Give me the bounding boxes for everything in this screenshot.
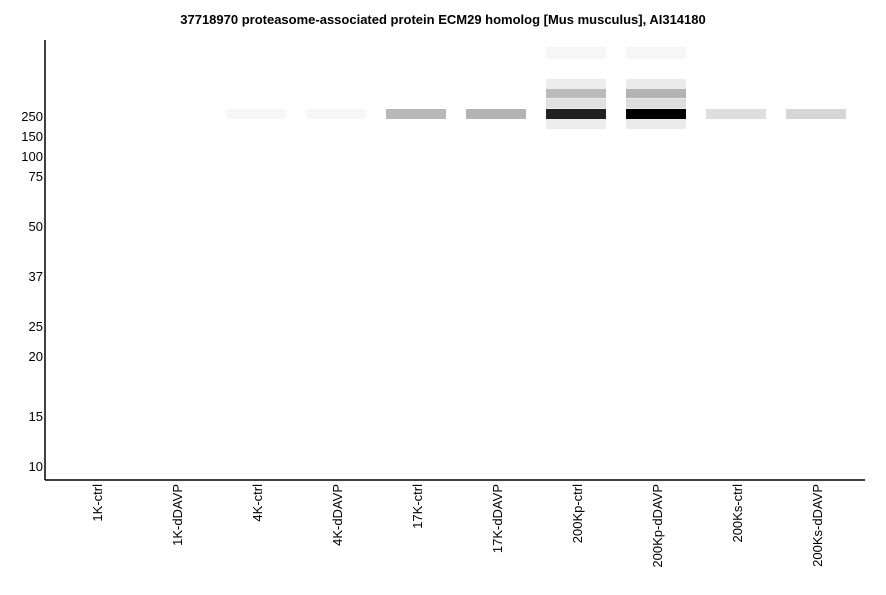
chart-title: 37718970 proteasome-associated protein E… — [180, 12, 706, 27]
lane-labels: 1K-ctrl 1K-dDAVP 4K-ctrl 4K-dDAVP 17K-ctrl 17… — [90, 484, 825, 568]
lane-label: 1K-dDAVP — [170, 484, 185, 546]
band-smear — [546, 99, 606, 108]
y-tick-label: 150 — [21, 129, 43, 144]
band — [626, 89, 686, 98]
band — [626, 109, 686, 119]
lane-label: 4K-ctrl — [250, 484, 265, 522]
band-smear — [626, 99, 686, 108]
y-tick-label: 100 — [21, 149, 43, 164]
y-tick-label: 20 — [29, 349, 43, 364]
y-tick-label: 50 — [29, 219, 43, 234]
y-ticks: 250 150 100 75 50 37 25 20 15 10 — [21, 109, 43, 474]
band — [226, 109, 286, 119]
band — [786, 109, 846, 119]
lane-label: 4K-dDAVP — [330, 484, 345, 546]
y-tick-label: 10 — [29, 459, 43, 474]
band — [546, 89, 606, 98]
y-tick-label: 250 — [21, 109, 43, 124]
lane-label: 200Kp-ctrl — [570, 484, 585, 543]
band-smear — [626, 47, 686, 59]
lane-label: 200Ks-dDAVP — [810, 484, 825, 567]
lane-label: 17K-ctrl — [410, 484, 425, 529]
band — [386, 109, 446, 119]
band — [546, 109, 606, 119]
bands-layer — [226, 47, 846, 129]
y-tick-label: 37 — [29, 269, 43, 284]
band — [306, 109, 366, 119]
band — [466, 109, 526, 119]
lane-label: 17K-dDAVP — [490, 484, 505, 553]
lane-label: 200Ks-ctrl — [730, 484, 745, 543]
lane-label: 1K-ctrl — [90, 484, 105, 522]
y-tick-label: 15 — [29, 409, 43, 424]
lane-label: 200Kp-dDAVP — [650, 484, 665, 568]
band — [706, 109, 766, 119]
y-tick-label: 75 — [29, 169, 43, 184]
band-smear — [546, 47, 606, 59]
y-tick-label: 25 — [29, 319, 43, 334]
